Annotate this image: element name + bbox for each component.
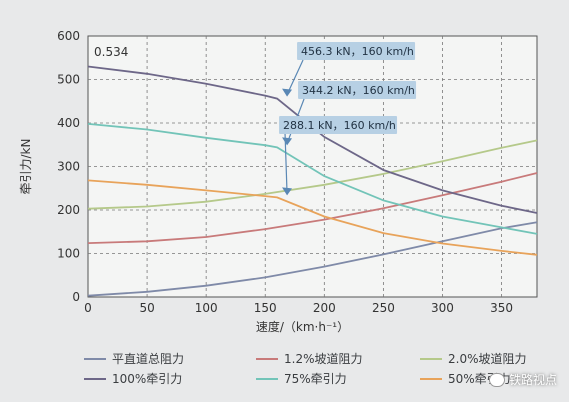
annotation-arrowhead	[282, 187, 293, 196]
annotation-arrow	[284, 133, 288, 194]
x-tick-label: 100	[195, 301, 218, 315]
annotation-label: 344.2 kN，160 km/h	[302, 84, 415, 97]
annotation-label: 288.1 kN，160 km/h	[283, 119, 396, 132]
y-tick-label: 100	[57, 247, 80, 261]
y-tick-label: 600	[57, 29, 80, 43]
series-line	[87, 139, 538, 210]
x-tick-label: 150	[254, 301, 277, 315]
legend-item: 1.2%坡道阻力	[256, 350, 363, 367]
series-line	[87, 221, 538, 297]
legend-label: 平直道总阻力	[112, 352, 185, 366]
annotation-box	[297, 42, 416, 60]
x-tick-label: 350	[490, 301, 513, 315]
y-tick-label: 400	[57, 116, 80, 130]
y-tick-label: 300	[57, 160, 80, 174]
annotation-arrowhead	[282, 88, 293, 97]
legend-swatch	[420, 357, 442, 360]
legend-item: 100%牵引力	[84, 370, 182, 387]
legend-item: 平直道总阻力	[84, 350, 184, 367]
series-line	[87, 123, 538, 235]
chart-legend: 平直道总阻力 1.2%坡道阻力 2.0%坡道阻力 100%牵引力 75%牵引力 …	[84, 350, 564, 392]
watermark-text: 铁路视点	[508, 373, 557, 387]
annotation-label: 456.3 kN，160 km/h	[301, 45, 414, 58]
legend-label: 75%牵引力	[284, 372, 347, 386]
x-tick-label: 300	[431, 301, 454, 315]
y-tick-label: 0	[72, 290, 80, 304]
x-tick-label: 200	[313, 301, 336, 315]
legend-item: 75%牵引力	[256, 370, 347, 387]
x-tick-label: 250	[372, 301, 395, 315]
legend-label: 2.0%坡道阻力	[448, 352, 527, 366]
corner-label: 0.534	[94, 45, 128, 59]
line-chart: 0 100 200 300 400 500 600 0 50 100 150 200 250 300 350…	[19, 29, 538, 334]
wechat-icon	[488, 372, 505, 387]
x-tick-label: 0	[84, 301, 92, 315]
legend-swatch	[256, 377, 278, 380]
y-tick-label: 500	[57, 73, 80, 87]
series-line	[87, 172, 538, 244]
x-tick-label: 50	[139, 301, 154, 315]
annotation-arrow	[286, 59, 304, 95]
y-axis-title: 牵引力/kN	[19, 139, 33, 195]
annotation-box	[279, 116, 398, 134]
legend-swatch	[84, 377, 106, 380]
legend-label: 1.2%坡道阻力	[284, 352, 363, 366]
annotation-box	[298, 81, 417, 99]
y-tick-label: 200	[57, 203, 80, 217]
legend-swatch	[420, 377, 442, 380]
x-axis-title: 速度/（km·h⁻¹）	[256, 319, 349, 334]
series-line	[87, 179, 538, 256]
legend-swatch	[84, 357, 106, 360]
annotation-arrowhead	[282, 137, 293, 146]
watermark: 铁路视点	[488, 371, 557, 388]
legend-swatch	[256, 357, 278, 360]
legend-label: 100%牵引力	[112, 372, 183, 386]
legend-item: 2.0%坡道阻力	[420, 350, 527, 367]
